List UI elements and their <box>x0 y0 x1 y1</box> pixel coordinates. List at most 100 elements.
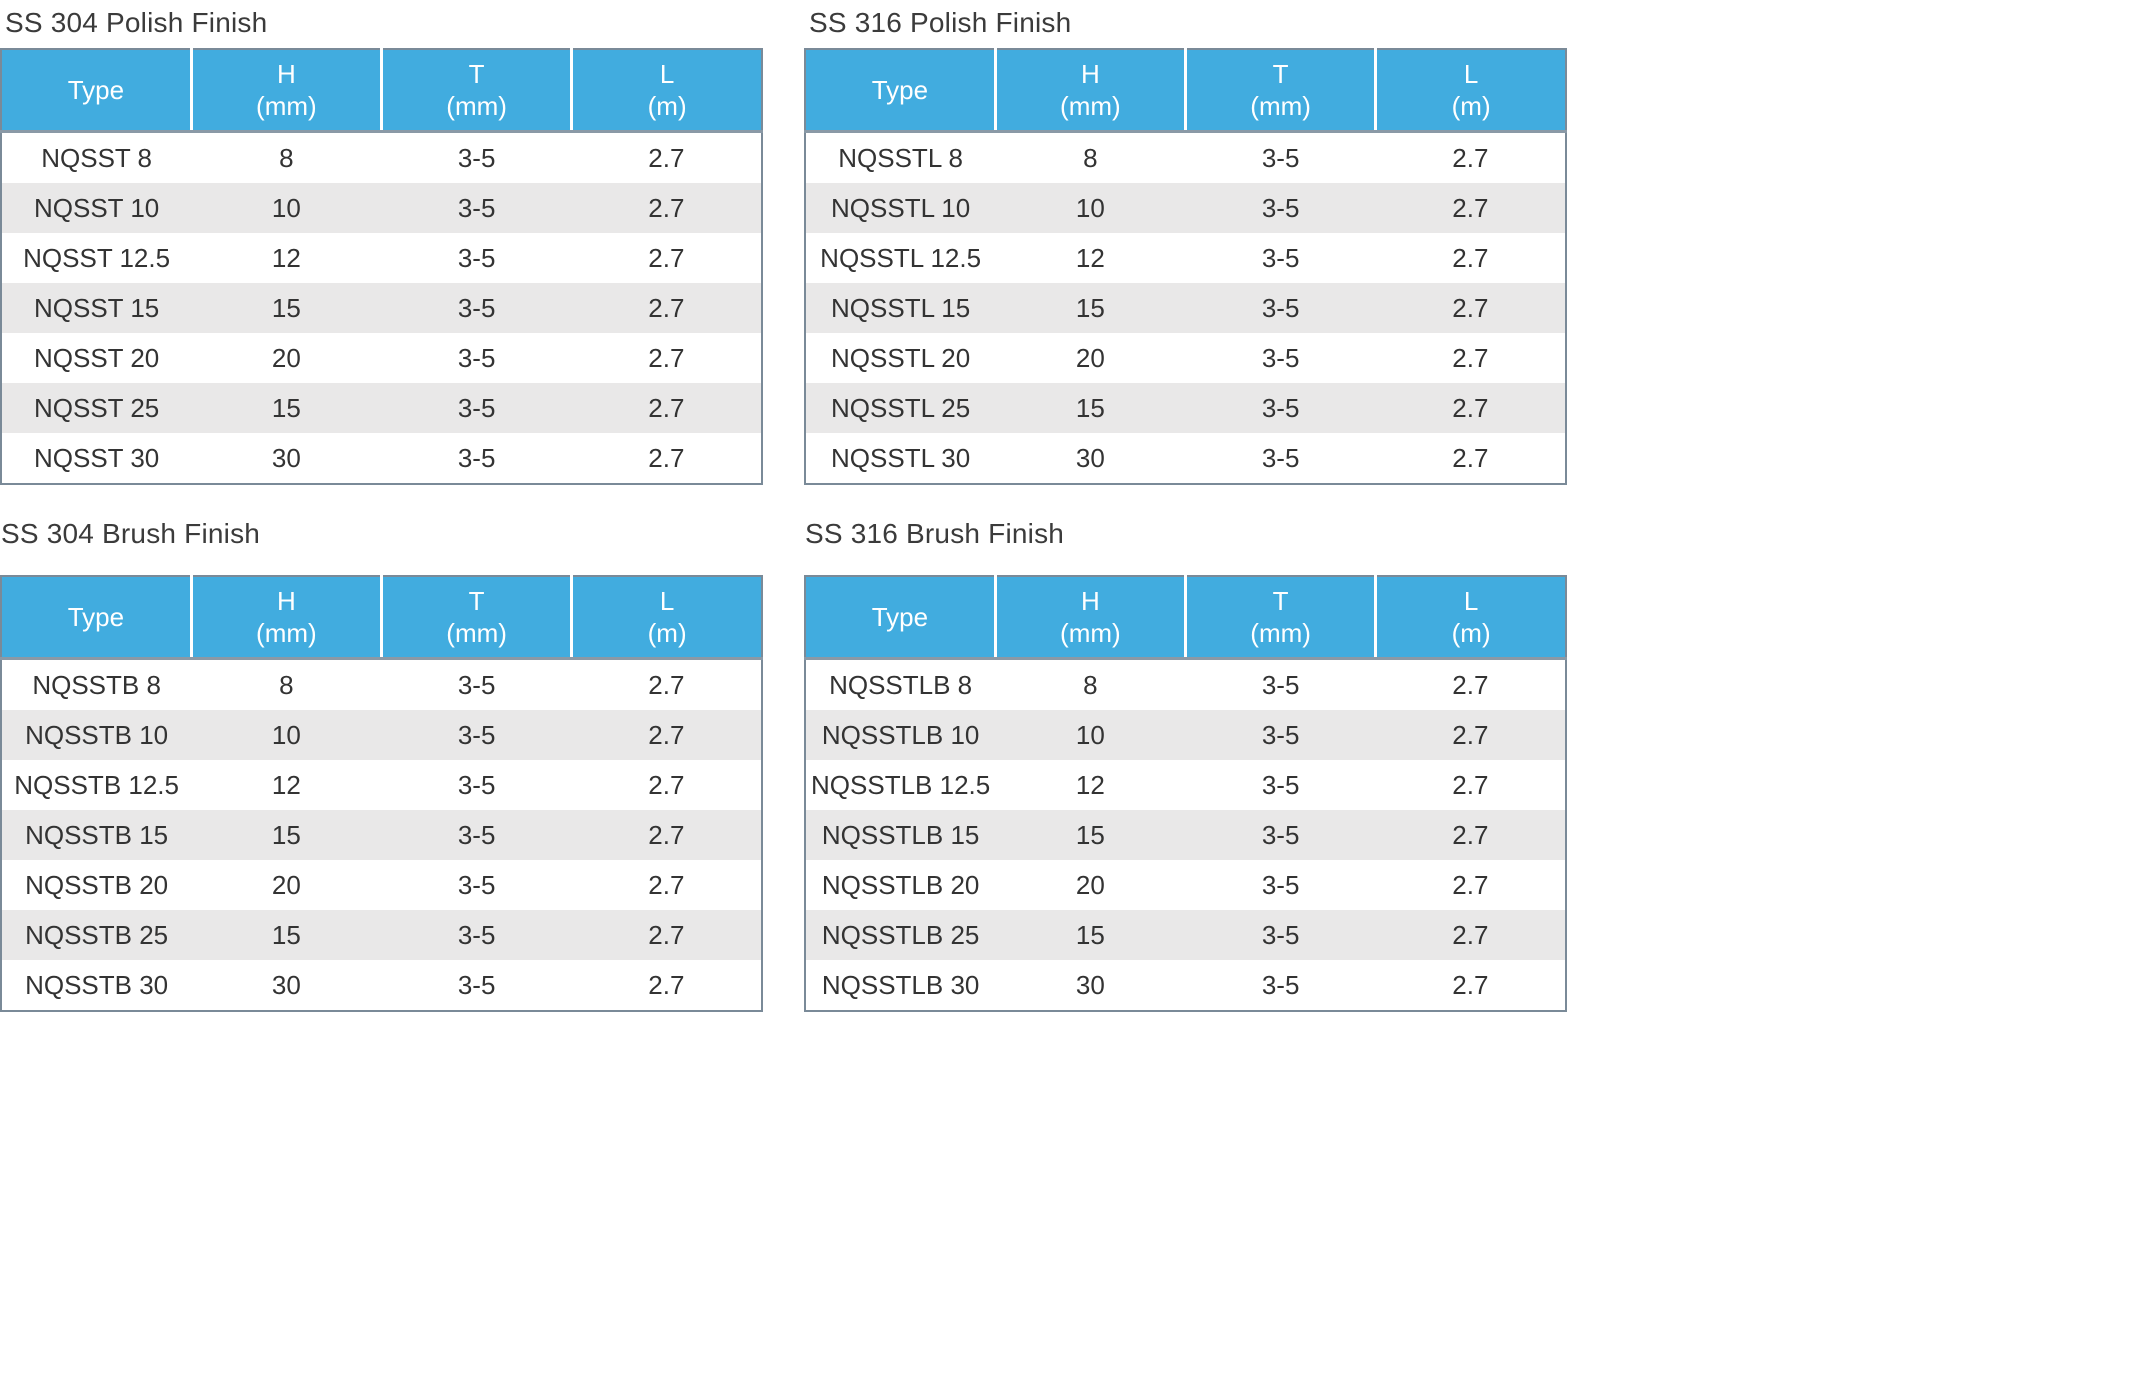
table-row: NQSST 20 20 3-5 2.7 <box>1 333 762 383</box>
cell-t: 3-5 <box>1185 333 1376 383</box>
cell-l: 2.7 <box>1375 710 1566 760</box>
cell-l: 2.7 <box>571 333 762 383</box>
table-row: NQSST 8 8 3-5 2.7 <box>1 131 762 183</box>
cell-t: 3-5 <box>381 710 572 760</box>
cell-h: 15 <box>191 383 382 433</box>
table-row: NQSST 30 30 3-5 2.7 <box>1 433 762 484</box>
cell-type: NQSSTLB 12.5 <box>805 760 996 810</box>
cell-t: 3-5 <box>381 283 572 333</box>
cell-t: 3-5 <box>381 658 572 710</box>
cell-h: 10 <box>995 183 1186 233</box>
cell-type: NQSSTL 8 <box>805 131 996 183</box>
cell-l: 2.7 <box>571 383 762 433</box>
column-header-l: L (m) <box>570 576 762 660</box>
table-row: NQSSTB 15 15 3-5 2.7 <box>1 810 762 860</box>
cell-type: NQSSTLB 20 <box>805 860 996 910</box>
cell-h: 15 <box>191 283 382 333</box>
table-row: NQSST 25 15 3-5 2.7 <box>1 383 762 433</box>
cell-h: 12 <box>995 233 1186 283</box>
cell-h: 30 <box>995 960 1186 1011</box>
column-header-h: H (mm) <box>189 576 382 660</box>
cell-h: 10 <box>191 183 382 233</box>
cell-t: 3-5 <box>381 960 572 1011</box>
cell-h: 8 <box>995 658 1186 710</box>
table-header-row: Type H (mm) T (mm) L (m) <box>805 576 1566 660</box>
table-row: NQSSTL 25 15 3-5 2.7 <box>805 383 1566 433</box>
cell-type: NQSSTLB 25 <box>805 910 996 960</box>
cell-h: 15 <box>995 383 1186 433</box>
cell-l: 2.7 <box>1375 860 1566 910</box>
table-block-ss316-brush: SS 316 Brush Finish Type H (mm) T (mm) L (m… <box>804 512 1567 1012</box>
cell-type: NQSSTL 30 <box>805 433 996 484</box>
cell-t: 3-5 <box>1185 658 1376 710</box>
cell-type: NQSST 10 <box>1 183 192 233</box>
cell-l: 2.7 <box>571 433 762 484</box>
cell-type: NQSST 30 <box>1 433 192 484</box>
cell-h: 20 <box>995 333 1186 383</box>
table-row: NQSST 10 10 3-5 2.7 <box>1 183 762 233</box>
cell-t: 3-5 <box>381 860 572 910</box>
table-row: NQSSTLB 12.5 12 3-5 2.7 <box>805 760 1566 810</box>
cell-type: NQSSTB 20 <box>1 860 192 910</box>
cell-type: NQSST 25 <box>1 383 192 433</box>
cell-t: 3-5 <box>1185 810 1376 860</box>
cell-l: 2.7 <box>1375 383 1566 433</box>
column-header-t: T (mm) <box>1183 49 1376 133</box>
cell-type: NQSSTB 15 <box>1 810 192 860</box>
cell-t: 3-5 <box>381 433 572 484</box>
cell-l: 2.7 <box>571 910 762 960</box>
table-row: NQSSTB 8 8 3-5 2.7 <box>1 658 762 710</box>
column-header-h: H (mm) <box>993 49 1186 133</box>
column-header-type: Type <box>805 49 996 133</box>
spec-tables-page: SS 304 Polish Finish Type H (mm) T (mm) L(… <box>0 0 1567 1012</box>
cell-type: NQSST 8 <box>1 131 192 183</box>
cell-t: 3-5 <box>1185 131 1376 183</box>
cell-l: 2.7 <box>571 658 762 710</box>
column-header-l: L (m) <box>1374 576 1566 660</box>
cell-h: 12 <box>995 760 1186 810</box>
table-row: NQSSTB 12.5 12 3-5 2.7 <box>1 760 762 810</box>
table-title: SS 316 Polish Finish <box>809 7 1072 38</box>
cell-t: 3-5 <box>381 233 572 283</box>
table-row: NQSSTB 25 15 3-5 2.7 <box>1 910 762 960</box>
cell-type: NQSSTL 15 <box>805 283 996 333</box>
cell-type: NQSST 20 <box>1 333 192 383</box>
cell-t: 3-5 <box>381 910 572 960</box>
cell-type: NQSSTL 12.5 <box>805 233 996 283</box>
table-row: NQSSTB 30 30 3-5 2.7 <box>1 960 762 1011</box>
cell-t: 3-5 <box>1185 760 1376 810</box>
cell-type: NQSSTL 20 <box>805 333 996 383</box>
table-block-ss316-polish: SS 316 Polish Finish Type H (mm) T (mm) L(… <box>804 0 1567 485</box>
table-row: NQSST 12.5 12 3-5 2.7 <box>1 233 762 283</box>
table-row: NQSSTLB 8 8 3-5 2.7 <box>805 658 1566 710</box>
cell-type: NQSSTLB 10 <box>805 710 996 760</box>
cell-l: 2.7 <box>1375 283 1566 333</box>
column-header-t: T (mm) <box>379 49 572 133</box>
table-header-row: Type H (mm) T (mm) L (m) <box>1 49 762 133</box>
cell-l: 2.7 <box>571 710 762 760</box>
table-row: NQSSTL 30 30 3-5 2.7 <box>805 433 1566 484</box>
table-title: SS 304 Brush Finish <box>1 518 261 549</box>
cell-type: NQSSTL 25 <box>805 383 996 433</box>
table-title: SS 316 Brush Finish <box>805 518 1065 549</box>
column-header-h: H (mm) <box>993 576 1186 660</box>
cell-l: 2.7 <box>1375 131 1566 183</box>
column-header-type: Type <box>1 576 192 660</box>
cell-h: 8 <box>191 131 382 183</box>
cell-type: NQSSTLB 15 <box>805 810 996 860</box>
table-row: NQSSTL 20 20 3-5 2.7 <box>805 333 1566 383</box>
table-row: NQSSTB 20 20 3-5 2.7 <box>1 860 762 910</box>
column-header-l: L (m) <box>570 49 762 133</box>
cell-t: 3-5 <box>1185 710 1376 760</box>
cell-t: 3-5 <box>381 183 572 233</box>
cell-h: 8 <box>191 658 382 710</box>
cell-h: 10 <box>995 710 1186 760</box>
cell-l: 2.7 <box>571 233 762 283</box>
cell-type: NQSSTB 10 <box>1 710 192 760</box>
cell-h: 15 <box>995 810 1186 860</box>
cell-l: 2.7 <box>571 960 762 1011</box>
cell-type: NQSSTB 8 <box>1 658 192 710</box>
table-header-row: Type H (mm) T (mm) L (m) <box>1 576 762 660</box>
cell-type: NQSST 15 <box>1 283 192 333</box>
table-row: NQSSTL 8 8 3-5 2.7 <box>805 131 1566 183</box>
